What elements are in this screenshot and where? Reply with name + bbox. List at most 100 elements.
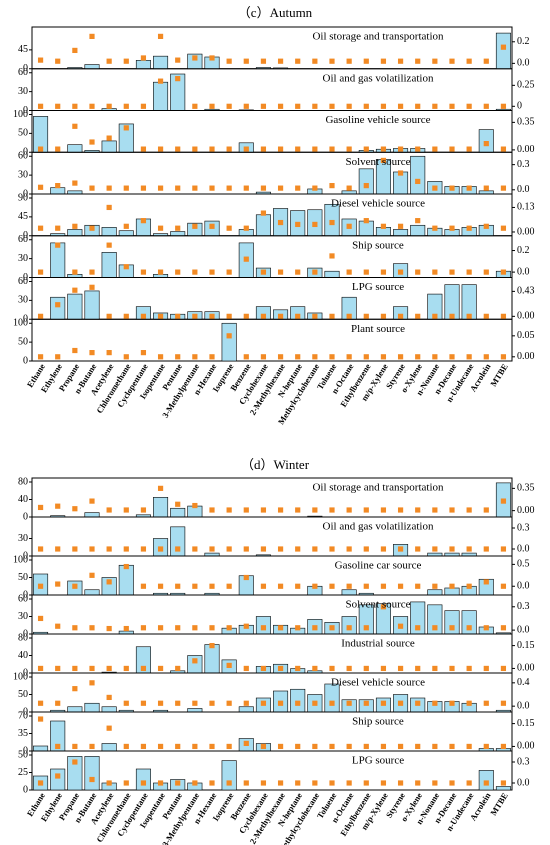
- bar: [495, 32, 511, 70]
- marker: [226, 743, 232, 750]
- bar: [135, 60, 151, 70]
- marker: [483, 507, 489, 513]
- marker: [397, 146, 404, 152]
- marker: [106, 507, 112, 513]
- marker: [449, 665, 455, 672]
- marker: [106, 579, 112, 585]
- marker: [363, 700, 369, 706]
- marker: [157, 225, 164, 231]
- marker: [500, 665, 507, 672]
- marker: [380, 665, 387, 672]
- y-tick-label: 0: [23, 784, 28, 795]
- marker: [89, 139, 95, 145]
- marker: [123, 313, 129, 319]
- subplot-title: Ship source: [352, 716, 404, 728]
- marker: [483, 313, 489, 319]
- marker: [192, 700, 198, 706]
- marker: [192, 269, 198, 275]
- subplot: 0 50 100 0.0 0.4 Diesel vehicle source: [13, 671, 530, 717]
- y2-tick-label: 0.00: [517, 663, 535, 674]
- marker: [363, 58, 369, 64]
- marker: [157, 625, 164, 631]
- y2-tick-label: 0.00: [517, 351, 535, 362]
- marker: [312, 743, 318, 750]
- marker: [380, 507, 387, 513]
- bar: [170, 231, 186, 237]
- marker: [483, 103, 489, 109]
- marker: [209, 583, 215, 589]
- y-tick-label: 100: [13, 554, 28, 565]
- plot-frame: [31, 750, 513, 791]
- marker: [380, 313, 387, 319]
- marker: [449, 103, 455, 109]
- marker: [157, 185, 164, 191]
- marker: [72, 686, 78, 692]
- y-tick-label: 0: [23, 511, 28, 522]
- marker: [277, 269, 284, 275]
- marker: [106, 546, 112, 552]
- marker: [175, 146, 181, 152]
- y2-tick-label: 0.4: [517, 677, 530, 688]
- marker: [55, 103, 61, 109]
- marker: [140, 55, 147, 61]
- marker: [329, 58, 335, 64]
- marker: [329, 146, 335, 152]
- marker: [449, 354, 455, 360]
- marker: [192, 354, 198, 360]
- marker: [123, 58, 129, 64]
- marker: [243, 546, 249, 552]
- marker: [449, 507, 455, 513]
- marker: [397, 269, 404, 275]
- y-tick-label: 60: [18, 276, 28, 287]
- marker: [55, 743, 61, 750]
- marker: [397, 58, 404, 64]
- marker: [346, 354, 352, 360]
- x-tick-label: MTBE: [488, 362, 510, 389]
- marker: [157, 146, 164, 152]
- marker: [312, 780, 318, 786]
- marker: [346, 625, 352, 631]
- marker: [226, 583, 232, 589]
- marker: [106, 665, 112, 672]
- marker: [346, 665, 352, 672]
- panel-title: （c）Autumn: [238, 5, 313, 20]
- marker: [157, 665, 164, 672]
- y2-tick-label: 0.3: [517, 756, 530, 767]
- marker: [226, 625, 232, 631]
- marker: [72, 180, 78, 186]
- marker: [243, 225, 249, 231]
- marker: [380, 58, 387, 64]
- marker: [260, 269, 267, 275]
- marker: [466, 546, 472, 552]
- subplot-title: Oil and gas volatilization: [323, 72, 434, 84]
- marker: [415, 743, 421, 750]
- bar: [118, 564, 134, 596]
- marker: [346, 223, 352, 229]
- marker: [415, 218, 421, 224]
- marker: [466, 225, 472, 231]
- marker: [55, 183, 61, 189]
- marker: [243, 146, 249, 152]
- marker: [466, 700, 472, 706]
- y-tick-label: 40: [18, 650, 28, 661]
- marker: [500, 583, 507, 589]
- marker: [312, 583, 318, 589]
- y2-tick-label: 0.00: [517, 144, 535, 155]
- marker: [175, 57, 181, 63]
- marker: [295, 354, 301, 360]
- marker: [466, 354, 472, 360]
- marker: [397, 780, 404, 786]
- marker: [175, 501, 181, 507]
- bar: [50, 242, 66, 278]
- bar: [67, 144, 83, 153]
- marker: [363, 269, 369, 275]
- bar: [67, 293, 83, 320]
- marker: [106, 185, 112, 191]
- marker: [243, 740, 249, 746]
- marker: [415, 146, 421, 152]
- marker: [432, 583, 438, 589]
- marker: [123, 223, 129, 229]
- marker: [500, 44, 507, 50]
- marker: [123, 507, 129, 513]
- marker: [260, 625, 267, 631]
